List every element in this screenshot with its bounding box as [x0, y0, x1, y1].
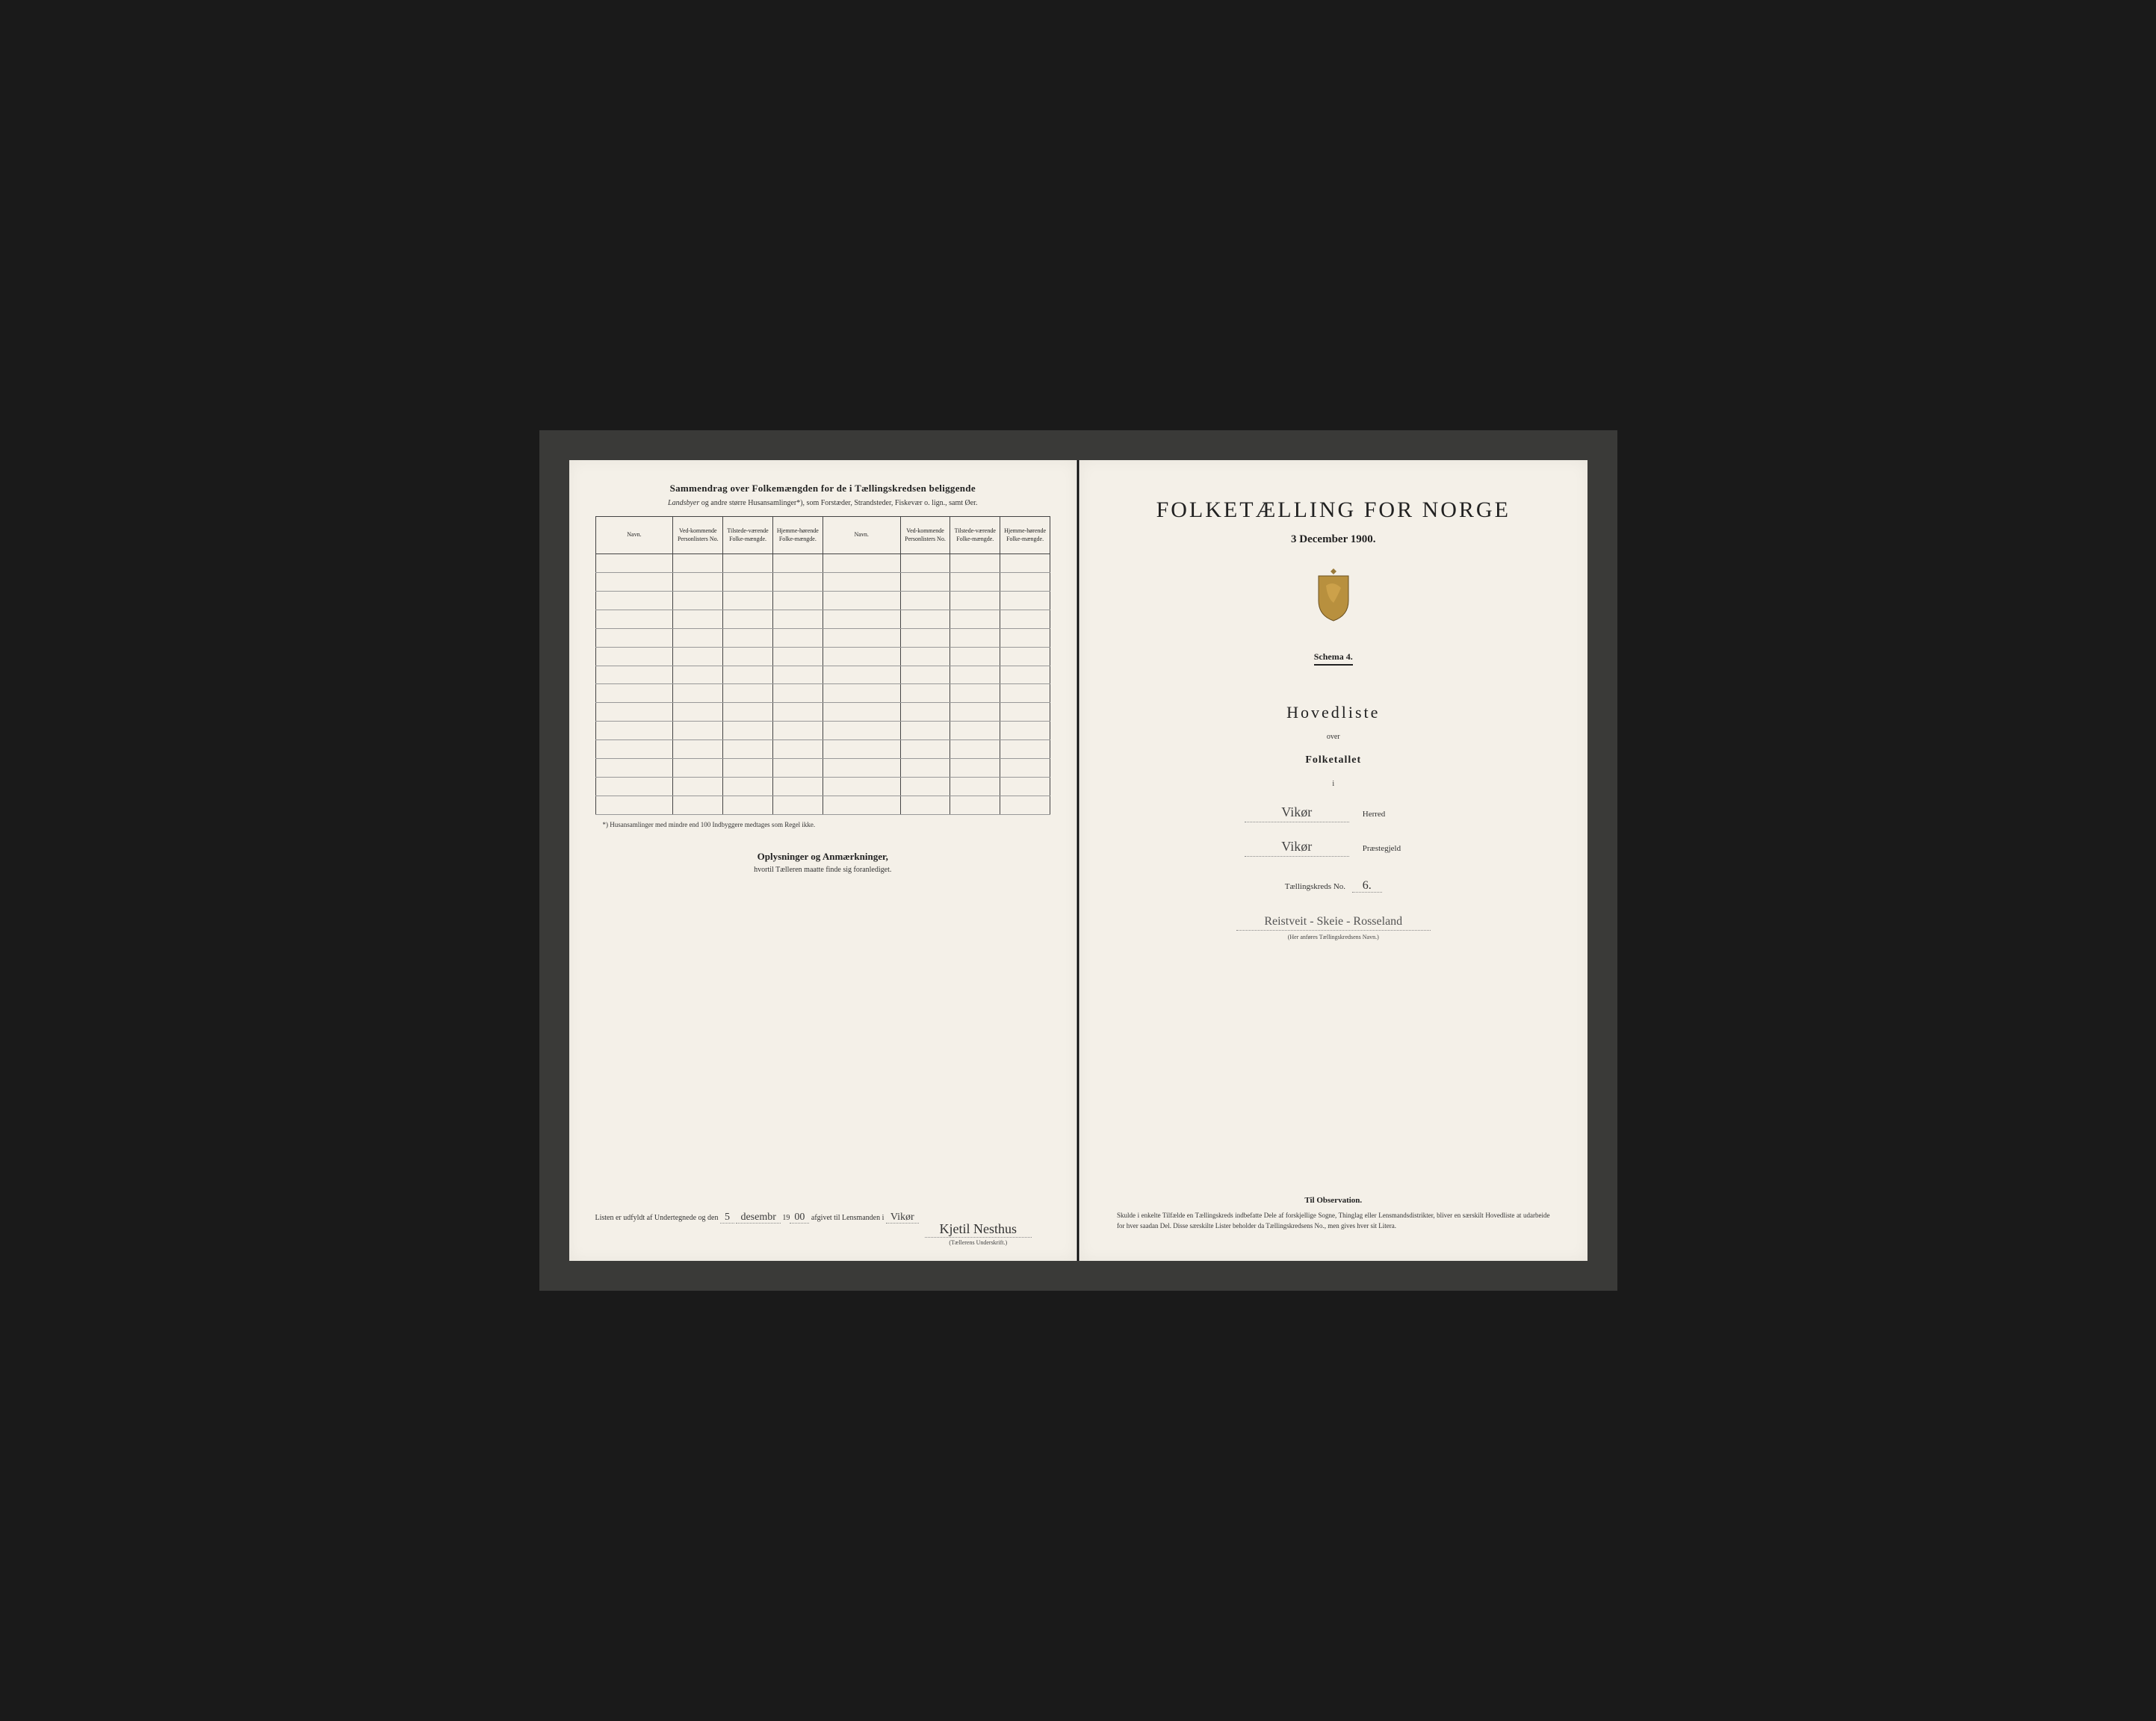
book-spread: Sammendrag over Folkemængden for de i Tæ… — [569, 460, 1587, 1261]
coat-of-arms-icon — [1311, 567, 1356, 623]
prestegjeld-row: Vikør Præstegjeld — [1106, 839, 1561, 857]
signature-block: Kjetil Nesthus (Tællerens Underskrift.) — [925, 1221, 1032, 1246]
table-row — [595, 666, 1050, 684]
table-row — [595, 703, 1050, 722]
right-content: FOLKETÆLLING FOR NORGE 3 December 1900. … — [1106, 483, 1561, 940]
oplys-title: Oplysninger og Anmærkninger, — [595, 851, 1051, 863]
observation-section: Til Observation. Skulde i enkelte Tilfæl… — [1117, 1196, 1550, 1231]
document-frame: Sammendrag over Folkemængden for de i Tæ… — [539, 430, 1617, 1291]
sig-year: 00 — [790, 1212, 809, 1224]
over-label: over — [1106, 733, 1561, 741]
table-row — [595, 684, 1050, 703]
signature-name: Kjetil Nesthus — [925, 1221, 1032, 1238]
table-row — [595, 722, 1050, 740]
oplys-sub: hvortil Tælleren maatte finde sig foranl… — [595, 866, 1051, 874]
table-row — [595, 778, 1050, 796]
obs-title: Til Observation. — [1117, 1196, 1550, 1205]
table-row — [595, 554, 1050, 573]
left-header: Sammendrag over Folkemængden for de i Tæ… — [595, 483, 1051, 509]
sig-month: desembr — [736, 1212, 780, 1224]
table-row — [595, 647, 1050, 666]
herred-row: Vikør Herred — [1106, 804, 1561, 822]
schema-label: Schema 4. — [1314, 651, 1353, 666]
i-label: i — [1106, 780, 1561, 788]
sig-day: 5 — [720, 1212, 734, 1224]
kreds-caption: (Her anføres Tællingskredsens Navn.) — [1106, 934, 1561, 940]
census-date: 3 December 1900. — [1106, 533, 1561, 546]
signature-label: (Tællerens Underskrift.) — [925, 1239, 1032, 1246]
hovedliste-title: Hovedliste — [1106, 703, 1561, 722]
oplysninger-section: Oplysninger og Anmærkninger, hvortil Tæl… — [595, 851, 1051, 874]
th-navn-2: Navn. — [823, 517, 900, 554]
th-navn-1: Navn. — [595, 517, 673, 554]
census-title: FOLKETÆLLING FOR NORGE — [1106, 497, 1561, 523]
folketallet-label: Folketallet — [1106, 754, 1561, 766]
prestegjeld-value: Vikør — [1245, 839, 1349, 857]
sig-suffix: afgivet til Lensmanden i — [811, 1214, 884, 1222]
table-footnote: *) Husansamlinger med mindre end 100 Ind… — [595, 821, 1051, 828]
table-row — [595, 591, 1050, 610]
sig-place: Vikør — [886, 1212, 919, 1224]
left-page: Sammendrag over Folkemængden for de i Tæ… — [569, 460, 1078, 1261]
herred-label: Herred — [1363, 810, 1422, 819]
subtitle-em: Landsbyer — [668, 499, 699, 507]
table-row — [595, 628, 1050, 647]
herred-value: Vikør — [1245, 804, 1349, 822]
table-row — [595, 796, 1050, 814]
table-row — [595, 759, 1050, 778]
table-row — [595, 740, 1050, 759]
th-hjem-1: Hjemme-hørende Folke-mængde. — [772, 517, 823, 554]
prestegjeld-label: Præstegjeld — [1363, 844, 1422, 853]
summary-title: Sammendrag over Folkemængden for de i Tæ… — [595, 483, 1051, 494]
th-tilst-2: Tilstede-værende Folke-mængde. — [950, 517, 1000, 554]
table-row — [595, 572, 1050, 591]
kreds-row: Tællingskreds No. 6. — [1106, 879, 1561, 893]
th-pers-1: Ved-kommende Personlisters No. — [673, 517, 723, 554]
table-row — [595, 610, 1050, 628]
th-pers-2: Ved-kommende Personlisters No. — [900, 517, 950, 554]
kreds-name: Reistveit - Skeie - Rosseland — [1236, 915, 1431, 931]
sig-prefix: Listen er udfyldt af Undertegnede og den — [595, 1214, 719, 1222]
table-body — [595, 554, 1050, 815]
th-tilst-1: Tilstede-værende Folke-mængde. — [723, 517, 773, 554]
sig-year-prefix: 19 — [782, 1214, 790, 1222]
table-header-row: Navn. Ved-kommende Personlisters No. Til… — [595, 517, 1050, 554]
subtitle-rest: og andre større Husansamlinger*), som Fo… — [699, 499, 977, 507]
kreds-no: 6. — [1352, 879, 1382, 893]
summary-table: Navn. Ved-kommende Personlisters No. Til… — [595, 516, 1051, 815]
th-hjem-2: Hjemme-hørende Folke-mængde. — [1000, 517, 1050, 554]
right-page: FOLKETÆLLING FOR NORGE 3 December 1900. … — [1079, 460, 1587, 1261]
kreds-label: Tællingskreds No. — [1285, 882, 1345, 891]
summary-subtitle: Landsbyer og andre større Husansamlinger… — [595, 497, 1051, 509]
obs-text: Skulde i enkelte Tilfælde en Tællingskre… — [1117, 1211, 1550, 1231]
